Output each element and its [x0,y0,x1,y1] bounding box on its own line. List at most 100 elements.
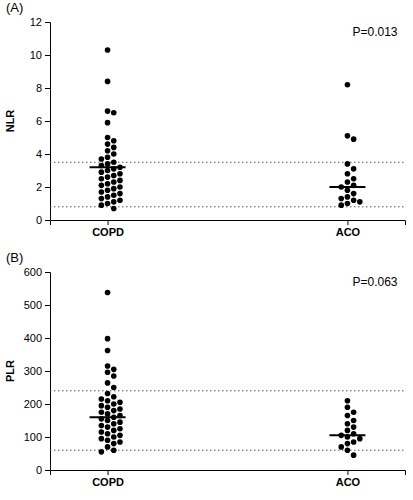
point [351,136,357,142]
point [105,148,111,154]
y-tick-label: 8 [36,82,42,94]
point [111,447,117,453]
point [111,408,117,414]
point [99,423,105,429]
point [111,173,117,179]
y-tick: 4 [36,148,50,160]
point [111,441,117,447]
point [351,424,357,430]
y-tick-label: 100 [24,431,42,443]
points [90,47,366,211]
median-line [90,416,126,418]
x-axis: COPDACO [51,470,406,488]
reference-line [50,162,405,163]
point [105,336,111,342]
y-tick-mark [45,272,50,273]
point [345,82,351,88]
point [105,181,111,187]
y-tick: 200 [24,398,50,410]
y-axis-title: NLR [4,110,16,133]
median-line [90,166,126,168]
point [99,176,105,182]
point [111,434,117,440]
y-axis: 0100200300400500600 [24,266,51,476]
point [105,188,111,194]
panel-label: (B) [6,250,23,265]
y-tick: 300 [24,365,50,377]
point [105,348,111,354]
point [111,138,117,144]
y-tick-mark [45,371,50,372]
y-tick-label: 4 [36,148,42,160]
point [117,433,123,439]
point [351,176,357,182]
y-tick: 400 [24,332,50,344]
y-tick-label: 10 [30,49,42,61]
y-axis-line [45,273,51,471]
point [105,444,111,450]
point [111,206,117,212]
point [105,424,111,430]
point [105,405,111,411]
point [111,192,117,198]
y-tick: 12 [30,16,50,28]
point [111,110,117,116]
y-tick: 500 [24,299,50,311]
point [105,431,111,437]
points [90,290,366,458]
y-tick-mark [45,305,50,306]
point [105,141,111,147]
point [111,159,117,165]
point [105,108,111,114]
panel: 0100200300400500600COPDACO(B)PLRP=0.063 [4,250,406,488]
point [111,367,117,373]
point [105,290,111,296]
point [105,168,111,174]
point [111,373,117,379]
point [345,171,351,177]
point [111,179,117,185]
point [99,409,105,415]
point [357,199,363,205]
y-tick-mark [45,154,50,155]
panel-label: (A) [6,0,23,15]
y-tick-label: 0 [36,214,42,226]
point [105,47,111,53]
x-axis-line [51,471,406,476]
point [111,385,117,391]
y-tick-mark [45,338,50,339]
y-tick: 0 [36,464,50,476]
point [99,449,105,455]
point [105,201,111,207]
point [111,394,117,400]
point [111,199,117,205]
point [345,405,351,411]
x-tick: ACO [336,470,361,488]
point [345,194,351,200]
y-tick-mark [45,55,50,56]
panel: 024681012COPDACO(A)NLRP=0.013 [4,0,406,238]
y-tick-label: 200 [24,398,42,410]
point [345,447,351,453]
point [351,409,357,415]
point [105,194,111,200]
y-tick-label: 6 [36,115,42,127]
x-axis-line [51,221,406,226]
point [351,197,357,203]
point [105,370,111,376]
x-tick-mark [347,220,348,225]
point [351,418,357,424]
y-tick: 6 [36,115,50,127]
y-tick-mark [45,220,50,221]
x-tick-label: COPD [92,226,124,238]
point [357,436,363,442]
y-axis: 024681012 [30,16,51,226]
point [351,166,357,172]
y-tick-label: 400 [24,332,42,344]
y-tick-mark [45,437,50,438]
point [99,429,105,435]
point [345,133,351,139]
x-tick-mark [347,470,348,475]
point [345,161,351,167]
y-tick-label: 300 [24,365,42,377]
